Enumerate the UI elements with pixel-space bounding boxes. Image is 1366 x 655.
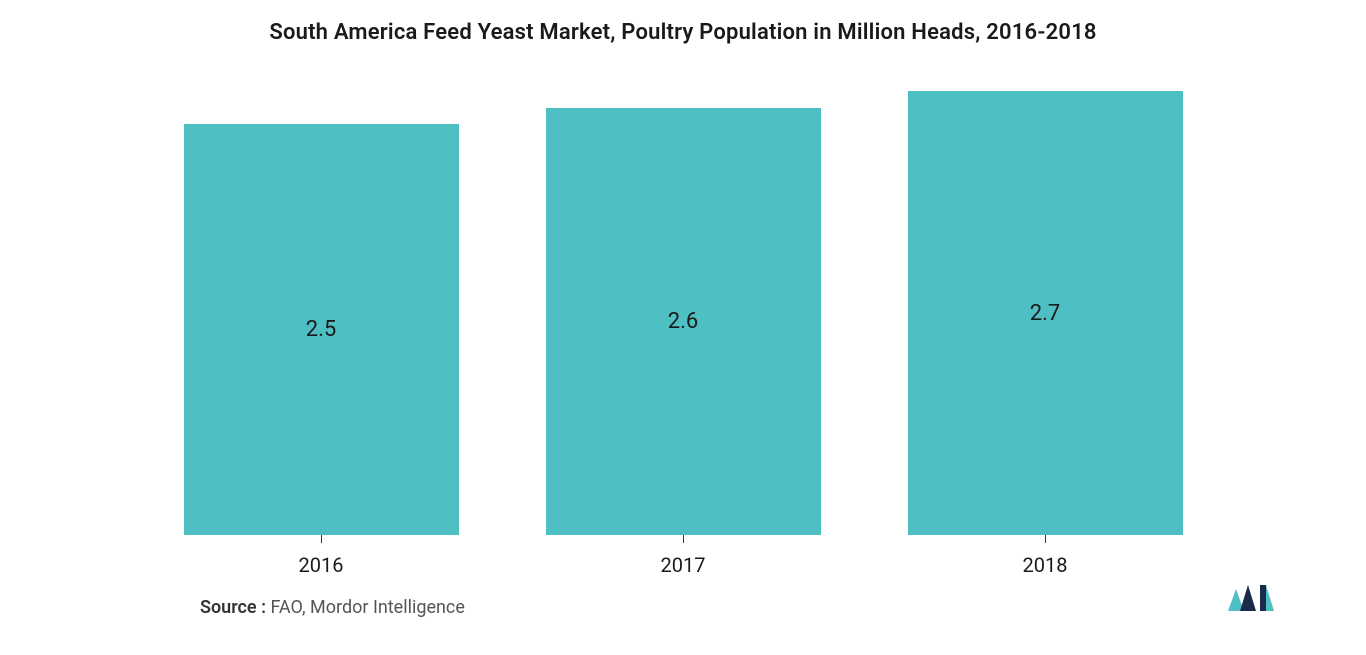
bar-2: 2.7 (908, 91, 1183, 535)
source-label: Source : (200, 597, 266, 618)
tick-mark (321, 535, 322, 543)
x-label-2: 2018 (1023, 553, 1068, 577)
chart-container: South America Feed Yeast Market, Poultry… (0, 0, 1366, 655)
plot-area: 2.5 2016 2.6 2017 2.7 2018 (80, 75, 1286, 577)
bar-wrapper: 2.6 (543, 75, 823, 535)
bar-1: 2.6 (546, 108, 821, 535)
bar-group-0: 2.5 2016 (181, 75, 461, 577)
tick-mark (683, 535, 684, 543)
bar-value-2: 2.7 (1030, 301, 1061, 326)
bar-value-0: 2.5 (306, 317, 337, 342)
bar-group-1: 2.6 2017 (543, 75, 823, 577)
bar-wrapper: 2.7 (905, 75, 1185, 535)
x-label-1: 2017 (661, 553, 706, 577)
bar-0: 2.5 (184, 124, 459, 535)
chart-title: South America Feed Yeast Market, Poultry… (80, 20, 1286, 45)
tick-mark (1045, 535, 1046, 543)
x-label-0: 2016 (299, 553, 344, 577)
source-line: Source : FAO, Mordor Intelligence (80, 597, 1286, 618)
bar-group-2: 2.7 2018 (905, 75, 1185, 577)
bar-wrapper: 2.5 (181, 75, 461, 535)
mordor-logo-icon (1226, 583, 1276, 615)
source-text: FAO, Mordor Intelligence (266, 597, 465, 618)
bar-value-1: 2.6 (668, 309, 699, 334)
